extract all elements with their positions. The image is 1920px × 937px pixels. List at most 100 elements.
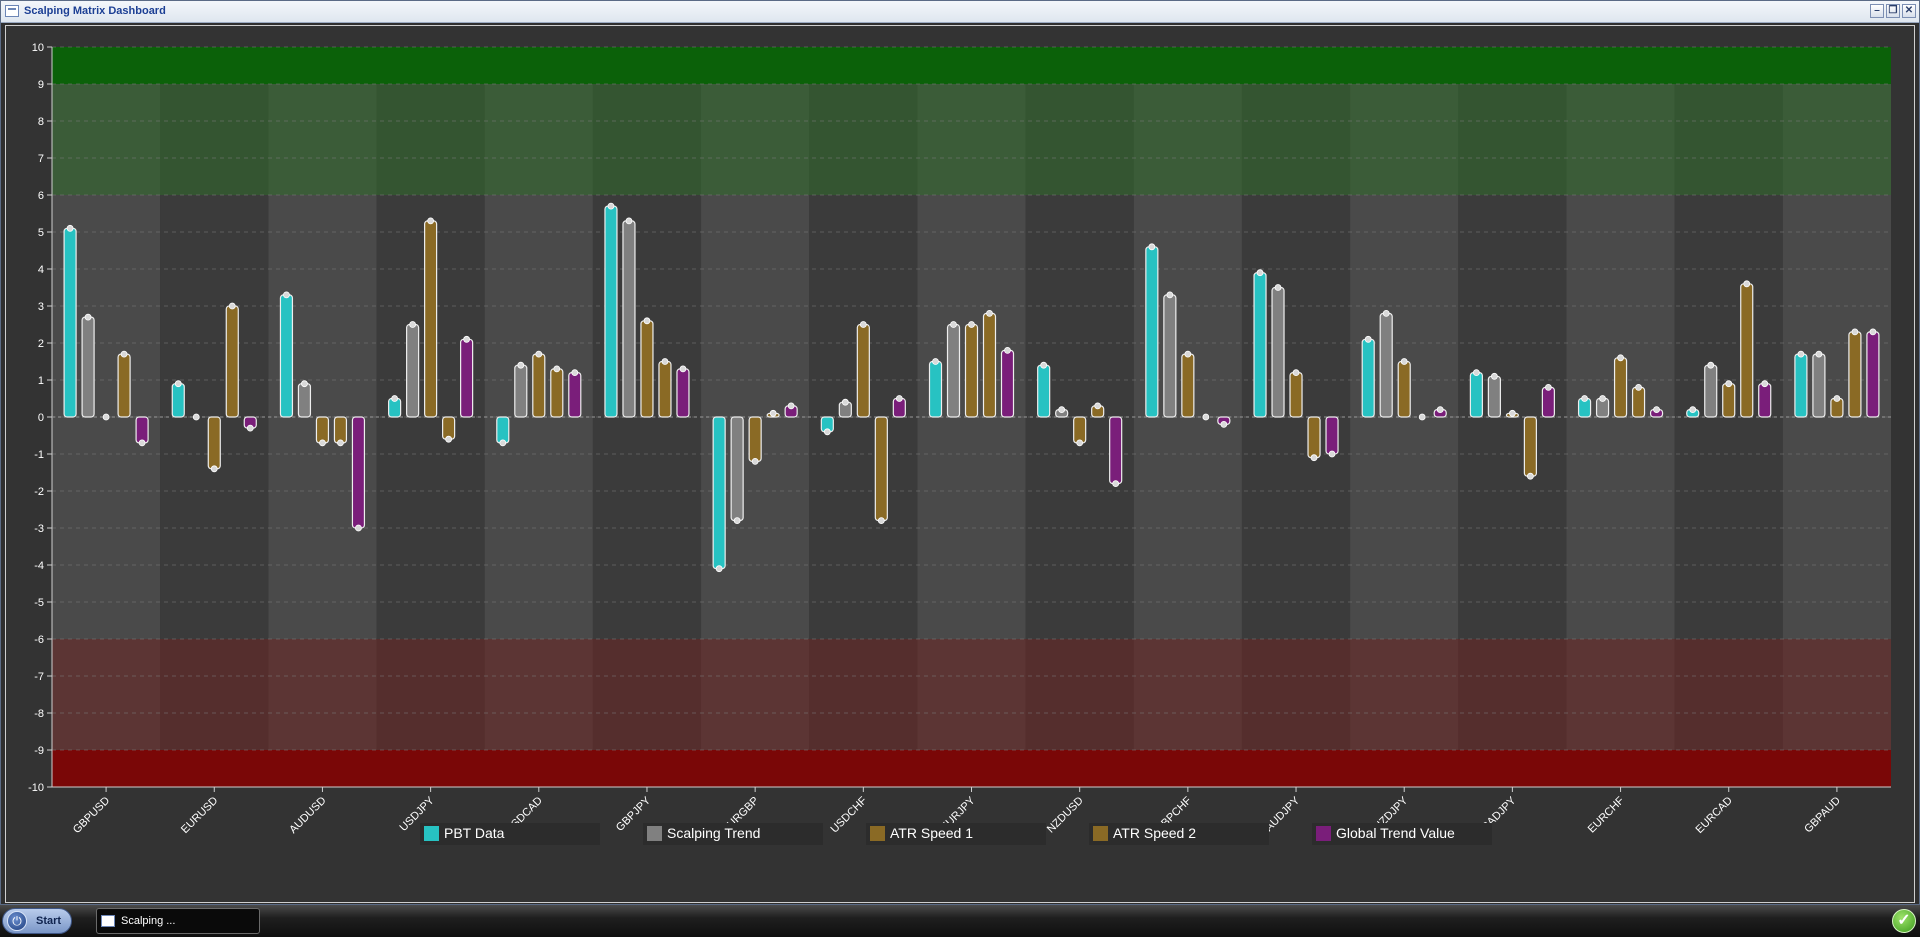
threshold-zone — [52, 639, 1891, 750]
bar[interactable] — [622, 220, 636, 418]
start-label: Start — [36, 915, 62, 927]
bar[interactable] — [1307, 416, 1321, 459]
bar[interactable] — [171, 383, 185, 418]
bar[interactable] — [946, 323, 961, 418]
bar[interactable] — [1379, 312, 1393, 418]
bar-marker — [1220, 420, 1228, 428]
bar[interactable] — [1325, 416, 1339, 455]
bar[interactable] — [928, 360, 943, 418]
bar[interactable] — [874, 416, 888, 522]
bar[interactable] — [1523, 416, 1537, 477]
legend-item[interactable] — [420, 823, 600, 845]
bar[interactable] — [1758, 383, 1772, 418]
check-icon[interactable]: ✓ — [1892, 909, 1916, 933]
bar-marker — [1400, 358, 1408, 365]
bar-marker — [337, 439, 344, 447]
bar[interactable] — [568, 372, 582, 418]
bar[interactable] — [460, 338, 474, 418]
bar[interactable] — [514, 364, 528, 418]
bar[interactable] — [982, 312, 997, 418]
bar[interactable] — [81, 316, 95, 418]
x-tick-label: EURCAD — [1694, 795, 1735, 836]
bar[interactable] — [406, 323, 420, 418]
bar-marker — [1815, 350, 1823, 358]
legend-item[interactable] — [866, 823, 1046, 845]
bar[interactable] — [1361, 338, 1375, 418]
close-button[interactable]: ✕ — [1902, 4, 1916, 18]
bar[interactable] — [1613, 357, 1628, 418]
y-tick-label: -3 — [34, 523, 44, 535]
bar[interactable] — [1740, 283, 1754, 418]
bar[interactable] — [1397, 360, 1411, 418]
bar[interactable] — [1704, 364, 1718, 418]
bar[interactable] — [676, 368, 690, 418]
bar[interactable] — [496, 416, 510, 444]
title-bar[interactable]: Scalping Matrix Dashboard – ❐ ✕ — [1, 1, 1919, 23]
bar-marker — [1508, 409, 1516, 417]
bar-marker — [1490, 372, 1498, 380]
bar[interactable] — [1181, 353, 1195, 418]
restore-button[interactable]: ❐ — [1886, 4, 1900, 18]
bar[interactable] — [135, 416, 149, 444]
y-tick-label: -9 — [34, 745, 44, 757]
bar[interactable] — [1722, 383, 1736, 418]
bar[interactable] — [279, 294, 294, 418]
bar[interactable] — [351, 416, 366, 529]
bar-marker — [463, 335, 471, 343]
bar-marker — [1328, 450, 1336, 458]
bar-marker — [283, 291, 290, 299]
bar[interactable] — [1469, 372, 1483, 418]
bar[interactable] — [550, 368, 564, 418]
bar[interactable] — [315, 416, 330, 444]
bar[interactable] — [748, 416, 762, 463]
bar[interactable] — [1848, 331, 1862, 418]
bar[interactable] — [658, 360, 672, 418]
legend-item[interactable] — [1312, 823, 1492, 845]
bar[interactable] — [297, 383, 312, 418]
bar[interactable] — [1289, 372, 1303, 418]
bar[interactable] — [117, 353, 131, 418]
bar[interactable] — [1163, 294, 1177, 418]
start-button[interactable]: ⏻ Start — [2, 908, 72, 934]
bar[interactable] — [1631, 386, 1646, 418]
bar-marker — [228, 302, 236, 310]
bar-marker — [841, 398, 849, 406]
bar[interactable] — [1253, 272, 1267, 418]
bar[interactable] — [730, 416, 744, 522]
bar[interactable] — [1000, 349, 1015, 418]
bar-marker — [1184, 350, 1192, 358]
bar[interactable] — [1145, 246, 1159, 418]
bar[interactable] — [964, 323, 979, 418]
bar[interactable] — [207, 416, 221, 470]
bar[interactable] — [1812, 353, 1826, 418]
bar[interactable] — [225, 305, 239, 418]
taskbar-item-scalping[interactable]: Scalping ... — [96, 908, 260, 934]
bar[interactable] — [604, 205, 618, 418]
bar[interactable] — [640, 320, 654, 418]
bar[interactable] — [1109, 416, 1123, 485]
bar[interactable] — [424, 220, 438, 418]
bar[interactable] — [1487, 375, 1501, 418]
bar[interactable] — [856, 323, 870, 418]
bar-marker — [409, 321, 417, 328]
bar[interactable] — [333, 416, 348, 444]
legend-item[interactable] — [643, 823, 823, 845]
bar-marker — [66, 224, 74, 232]
bar[interactable] — [1541, 386, 1555, 418]
bar[interactable] — [532, 353, 546, 418]
minimize-button[interactable]: – — [1870, 4, 1884, 18]
bar-marker — [1869, 328, 1877, 336]
bar[interactable] — [1073, 416, 1087, 444]
bar[interactable] — [1866, 331, 1880, 418]
bar[interactable] — [1037, 364, 1051, 418]
bar[interactable] — [1271, 286, 1285, 418]
threshold-zone — [52, 84, 1891, 195]
bar[interactable] — [712, 416, 726, 570]
legend-item[interactable] — [1089, 823, 1269, 845]
bar[interactable] — [63, 227, 77, 418]
bar-marker — [1076, 439, 1084, 447]
bar[interactable] — [1794, 353, 1808, 418]
legend-swatch — [1093, 826, 1108, 841]
y-tick-label: 7 — [38, 153, 44, 165]
y-tick-label: -10 — [28, 782, 44, 794]
